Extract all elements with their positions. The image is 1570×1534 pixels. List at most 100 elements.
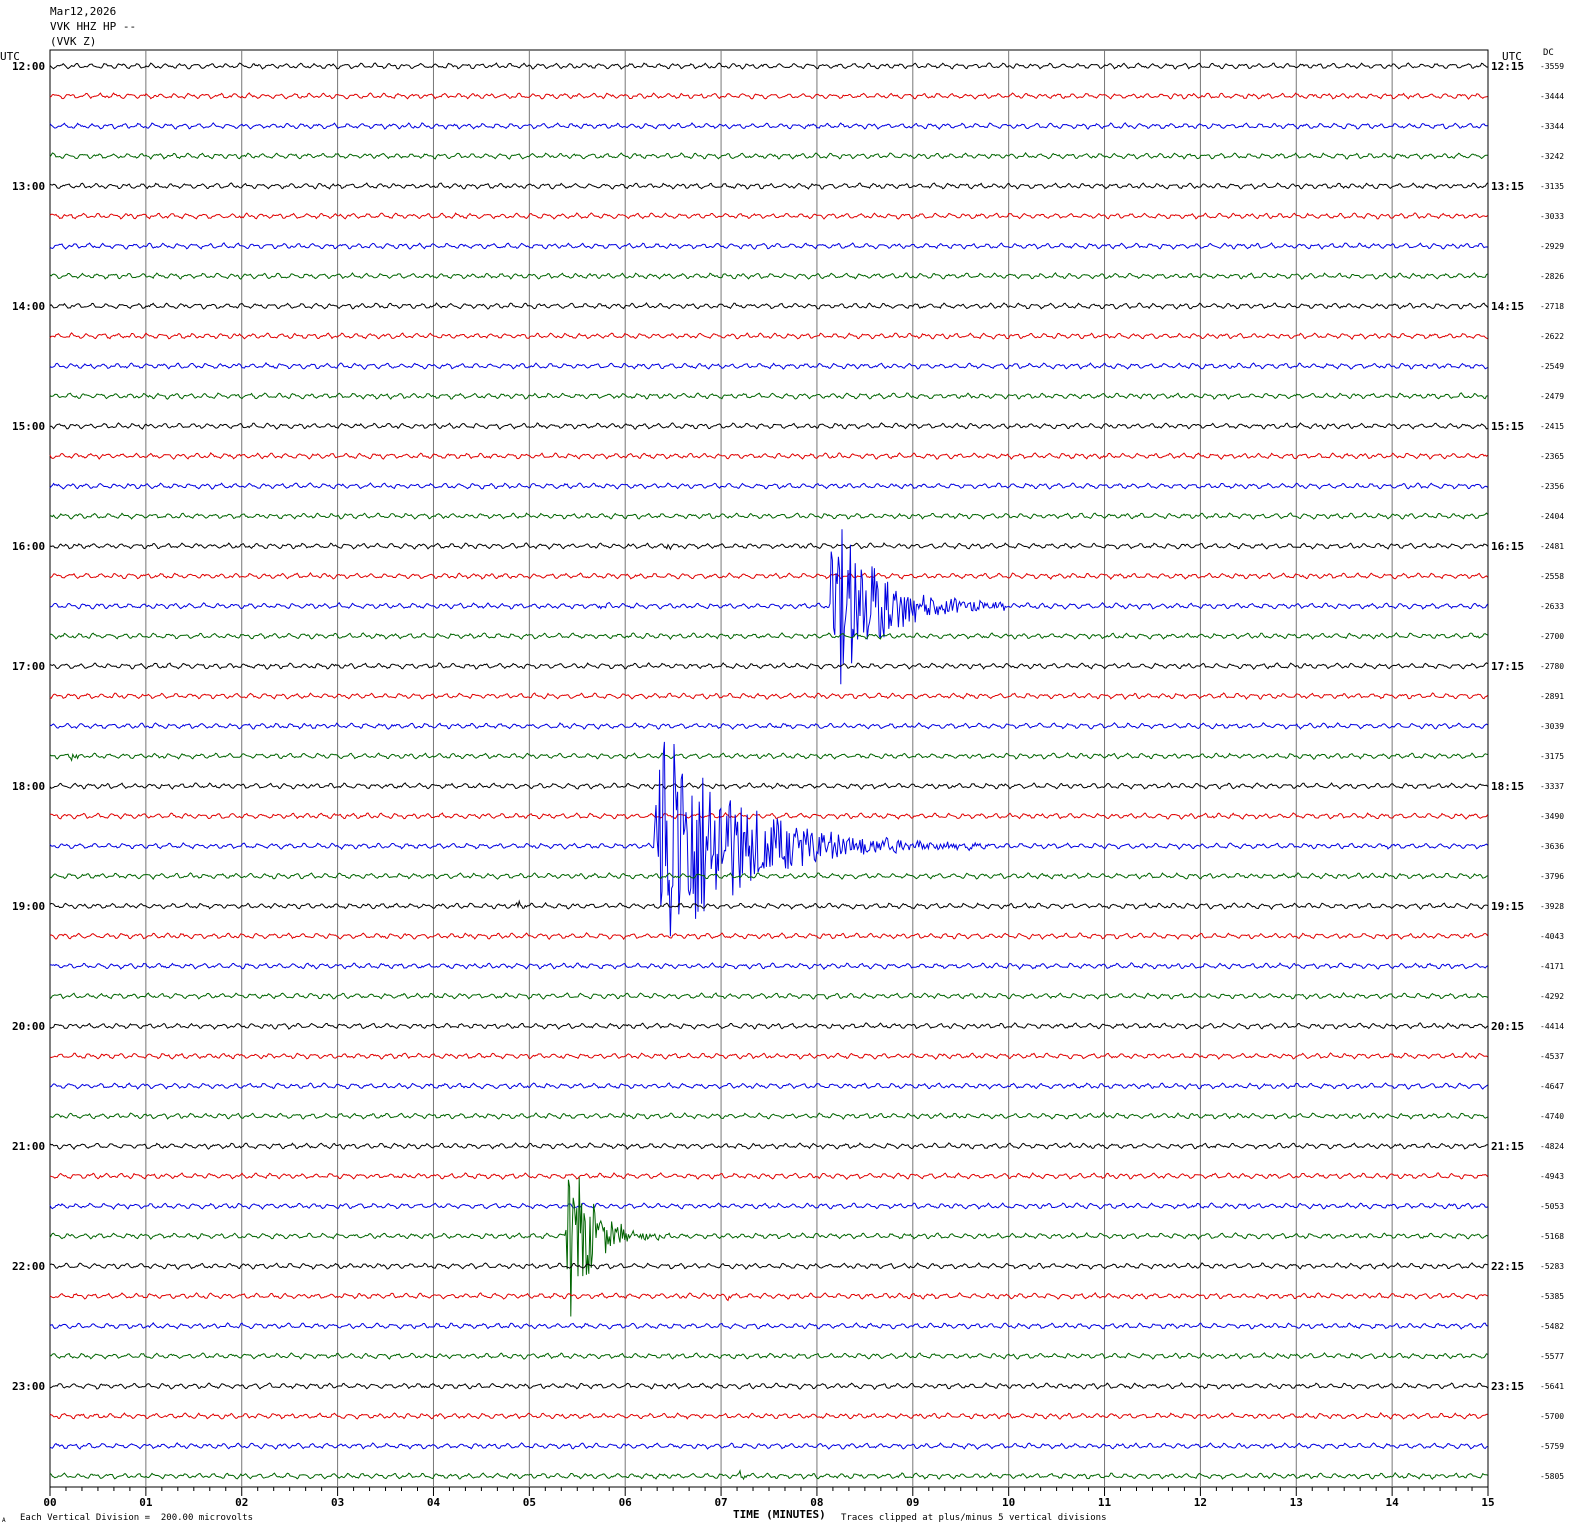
plot-frame [49, 49, 1489, 1488]
trace-line [49, 932, 1489, 940]
dc-offset-label: -5385 [1540, 1292, 1564, 1301]
header-date: Mar12,2026 [50, 5, 117, 18]
trace-line [49, 392, 1488, 400]
trace-line [49, 899, 1488, 910]
hour-label-right: 15:15 [1491, 420, 1524, 433]
x-tick-label: 01 [139, 1496, 153, 1509]
dc-offset-label: -5053 [1540, 1202, 1564, 1211]
dc-offset-label: -2718 [1540, 302, 1564, 311]
dc-offset-label: -4537 [1540, 1052, 1564, 1061]
trace-line [49, 1322, 1488, 1330]
x-tick-label: 11 [1098, 1496, 1112, 1509]
trace-line [49, 812, 1489, 820]
trace-line [49, 1142, 1488, 1150]
x-tick-label: 05 [523, 1496, 536, 1509]
dc-offset-label: -2929 [1540, 242, 1564, 251]
dc-offset-label: -3796 [1540, 872, 1564, 881]
left-axis-title: UTC [0, 50, 20, 63]
x-tick-label: 04 [427, 1496, 441, 1509]
hour-label-left: 19:00 [12, 900, 45, 913]
hour-label-right: 22:15 [1491, 1260, 1524, 1273]
dc-offset-label: -2479 [1540, 392, 1564, 401]
x-tick-label: 03 [331, 1496, 344, 1509]
trace-line [49, 422, 1488, 430]
hour-label-left: 17:00 [12, 660, 45, 673]
dc-offset-label: -3039 [1540, 722, 1564, 731]
trace-line [49, 741, 1488, 937]
dc-offset-label: -4740 [1540, 1112, 1564, 1121]
trace-line [49, 62, 1488, 70]
dc-offset-label: -2891 [1540, 692, 1564, 701]
dc-offset-label: -2365 [1540, 452, 1564, 461]
hour-label-right: 13:15 [1491, 180, 1524, 193]
trace-line [49, 1412, 1488, 1420]
dc-offset-label: -3175 [1540, 752, 1564, 761]
trace-line [50, 1111, 1488, 1120]
dc-offset-label: -4647 [1540, 1082, 1564, 1091]
dc-offset-label: -5283 [1540, 1262, 1564, 1271]
hour-label-right: 12:15 [1491, 60, 1524, 73]
x-tick-label: 02 [235, 1496, 248, 1509]
x-tick-label: 12 [1194, 1496, 1207, 1509]
x-tick-label: 15 [1481, 1496, 1494, 1509]
hour-label-left: 14:00 [12, 300, 45, 313]
hour-label-left: 20:00 [12, 1020, 45, 1033]
trace-line [49, 1382, 1488, 1390]
x-tick-label: 07 [714, 1496, 727, 1509]
dc-offset-label: -3559 [1540, 62, 1564, 71]
trace-line [49, 632, 1488, 641]
dc-offset-label: -3242 [1540, 152, 1564, 161]
x-tick-label: 00 [43, 1496, 56, 1509]
trace-line [49, 152, 1488, 160]
trace-line [50, 1352, 1488, 1360]
dc-offset-label: -3344 [1540, 122, 1564, 131]
dc-offset-label: -2826 [1540, 272, 1564, 281]
hour-label-right: 19:15 [1491, 900, 1524, 913]
hour-label-right: 16:15 [1491, 540, 1524, 553]
trace-line [49, 482, 1488, 490]
hour-label-left: 23:00 [12, 1380, 45, 1393]
dc-offset-label: -2404 [1540, 512, 1564, 521]
dc-offset-label: -4824 [1540, 1142, 1564, 1151]
trace-line [49, 542, 1488, 551]
dc-offset-label: -3444 [1540, 92, 1564, 101]
trace-line [49, 1022, 1488, 1030]
dc-offset-label: -5700 [1540, 1412, 1564, 1421]
hour-label-left: 22:00 [12, 1260, 45, 1273]
dc-offset-label: -5641 [1540, 1382, 1564, 1391]
trace-line [49, 1202, 1488, 1210]
trace-line [49, 1442, 1488, 1450]
x-axis-title: TIME (MINUTES) [733, 1508, 826, 1521]
dc-offset-label: -3135 [1540, 182, 1564, 191]
header-component: (VVK Z) [50, 35, 97, 48]
trace-line [49, 302, 1488, 310]
hour-label-left: 15:00 [12, 420, 45, 433]
trace-line [49, 122, 1488, 130]
dc-offset-label: -3928 [1540, 902, 1564, 911]
dc-offset-label: -2481 [1540, 542, 1564, 551]
trace-line [49, 1292, 1488, 1302]
trace-line [49, 1172, 1488, 1180]
dc-offset-label: -2622 [1540, 332, 1564, 341]
dc-offset-label: -3033 [1540, 212, 1564, 221]
x-tick-label: 06 [619, 1496, 633, 1509]
hour-label-left: 18:00 [12, 780, 45, 793]
trace-line [49, 752, 1488, 763]
dc-offset-label: -2633 [1540, 602, 1564, 611]
x-tick-label: 08 [810, 1496, 823, 1509]
hour-label-right: 14:15 [1491, 300, 1524, 313]
x-tick-label: 10 [1002, 1496, 1015, 1509]
trace-line [49, 571, 1488, 580]
dc-offset-label: -2549 [1540, 362, 1564, 371]
trace-line [49, 452, 1488, 460]
trace-line [49, 872, 1488, 881]
trace-line [49, 182, 1488, 190]
dc-offset-label: -2415 [1540, 422, 1564, 431]
dc-offset-label: -4414 [1540, 1022, 1564, 1031]
hour-label-right: 21:15 [1491, 1140, 1524, 1153]
trace-line [49, 1052, 1488, 1060]
dc-offset-label: -5482 [1540, 1322, 1564, 1331]
dc-offset-label: -2780 [1540, 662, 1564, 671]
trace-line [49, 242, 1488, 250]
